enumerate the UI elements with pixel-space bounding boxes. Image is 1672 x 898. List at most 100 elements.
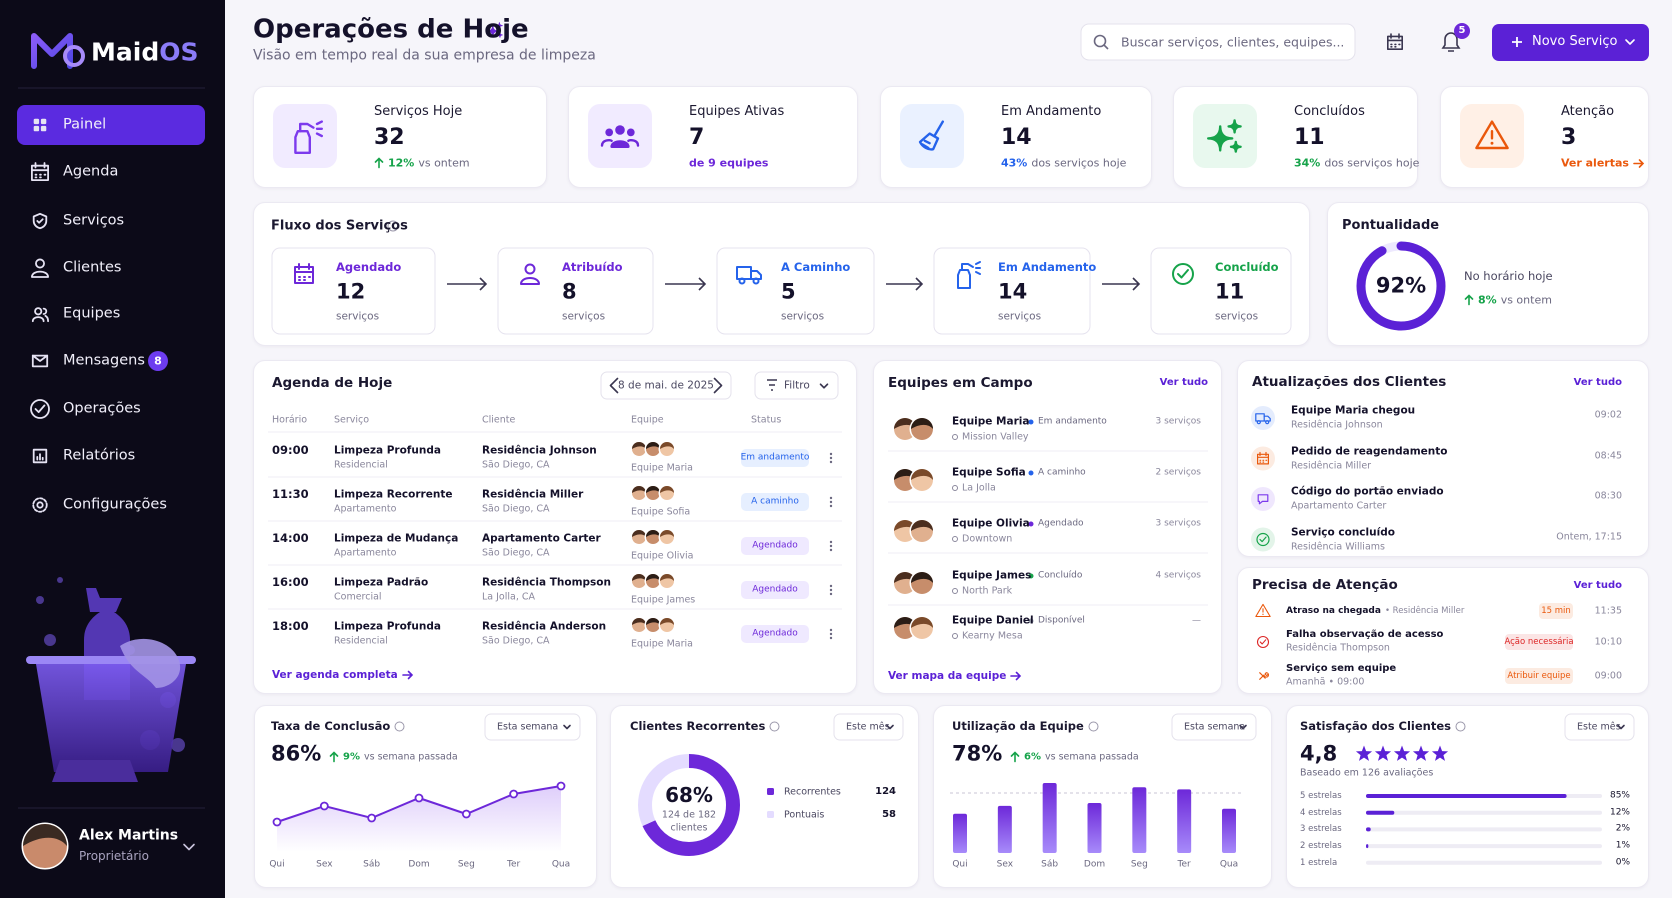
kpi-delta: 34% (1294, 156, 1321, 170)
punctuality-note: No horário hoje (1464, 269, 1553, 284)
update-title: Pedido de reagendamento (1291, 445, 1448, 458)
kpi-note-text: dos serviços hoje (1031, 156, 1127, 170)
team-status: Agendado (1038, 518, 1084, 529)
nav-item[interactable]: Mensagens (63, 352, 145, 369)
rating-row-label: 4 estrelas (1300, 807, 1342, 818)
nav-item[interactable]: Painel (63, 116, 107, 133)
client-location: São Diego, CA (482, 459, 550, 471)
x-tick-label: Ter (507, 859, 521, 870)
link: Ver agenda completa (272, 669, 398, 681)
kpi-note-text: de 9 equipes (689, 156, 769, 170)
flow-step-unit: serviços (1215, 310, 1259, 323)
link: Ver mapa da equipe (888, 670, 1007, 682)
link[interactable]: Ver tudo (1573, 377, 1622, 388)
attention-title: Atraso na chegada (1286, 606, 1381, 616)
team-status: Concluído (1038, 570, 1083, 581)
info-icon (1455, 721, 1466, 731)
attention-subtitle: Residência Thompson (1286, 642, 1390, 654)
kpi-note: 12% vs ontem (374, 157, 470, 170)
card-title: Satisfação dos Clientes (1300, 719, 1466, 733)
right-arrow-icon (1633, 158, 1645, 168)
filter-label[interactable]: Filtro (784, 379, 810, 392)
search-input[interactable]: Buscar serviços, clientes, equipes... (1121, 34, 1345, 50)
team-name: Equipe Olivia (952, 517, 1030, 530)
metric-delta: 9% vs semana passada (329, 751, 458, 763)
date-label[interactable]: 8 de mai. de 2025 (618, 379, 714, 392)
x-tick-label: Qua (551, 859, 571, 870)
nav-item[interactable]: Equipes (63, 305, 121, 322)
attention-title: Serviço sem equipe (1286, 663, 1397, 674)
nav-item[interactable]: Agenda (63, 163, 119, 180)
card-title: Satisfação dos Clientes (1300, 719, 1452, 733)
nav-item[interactable]: Clientes (63, 259, 122, 276)
card-title: Utilização da Equipe (952, 719, 1099, 733)
icon-path (1386, 35, 1404, 51)
column-header: Equipe (631, 414, 664, 426)
plus-icon (1512, 37, 1522, 47)
nav-item[interactable]: Serviços (63, 212, 125, 229)
page-title: Operações de Hoje (253, 14, 529, 45)
kpi-value: 11 (1294, 124, 1325, 150)
nav-item[interactable]: Configurações (63, 496, 167, 513)
service-type: Residencial (334, 459, 388, 471)
card-title: Clientes Recorrentes (630, 719, 766, 733)
attention-time: 11:35 (1594, 605, 1622, 617)
x-tick-label: Seg (1130, 859, 1148, 870)
new-service-button-label[interactable]: Novo Serviço (1532, 34, 1618, 50)
rating-note: Baseado em 126 avaliações (1300, 767, 1434, 779)
x-tick-label: Dom (408, 859, 430, 870)
info-icon (769, 721, 780, 731)
service-type: Residencial (334, 635, 388, 647)
update-title: Código do portão enviado (1291, 485, 1444, 498)
nav-item[interactable]: Relatórios (63, 447, 136, 464)
x-tick-label: Qua (1219, 859, 1239, 870)
period-label[interactable]: Esta semana (497, 721, 559, 733)
team-name: Equipe James (952, 569, 1032, 582)
period-label[interactable]: Este mês (1577, 721, 1621, 733)
status: Em andamento (740, 452, 810, 463)
legend-label: Pontuais (784, 809, 825, 821)
rating-row-label: 5 estrelas (1300, 790, 1342, 801)
link[interactable]: Ver tudo (1573, 580, 1622, 591)
tag-label: 15 min (1541, 605, 1571, 616)
icon-path (1386, 33, 1404, 42)
team-services: 3 serviços (1155, 416, 1201, 427)
attention-time: 10:10 (1594, 636, 1622, 648)
kpi-note: 34% dos serviços hoje (1294, 157, 1419, 170)
kpi-card (568, 86, 858, 188)
bell-icon (1441, 32, 1461, 52)
period-label[interactable]: Este mês (846, 721, 890, 733)
link[interactable]: Ver tudo (1159, 377, 1208, 388)
kpi-value: 14 (1001, 124, 1032, 150)
up-arrow-icon (1010, 751, 1020, 763)
time: 09:00 (272, 443, 309, 458)
client-location: La Jolla, CA (482, 591, 536, 603)
card-title: Equipes em Campo (888, 374, 1033, 391)
kpi-note: de 9 equipes (689, 157, 768, 170)
service-type: Apartamento (334, 547, 397, 559)
card-title: Utilização da Equipe (952, 719, 1084, 733)
up-arrow-icon (1464, 294, 1474, 306)
attention-card (1237, 567, 1649, 694)
client: Apartamento Carter (482, 532, 601, 545)
update-time: Ontem, 17:15 (1556, 530, 1622, 542)
service-type: Comercial (334, 591, 382, 603)
x-tick-label: Ter (1177, 859, 1191, 870)
brand-name: Maid (91, 37, 160, 67)
kpi-delta: 12% (388, 156, 415, 170)
agenda-footer: Ver agenda completa (272, 669, 414, 681)
tag-label: Ação necessária (1504, 636, 1574, 647)
flow-step-value: 14 (998, 279, 1028, 304)
update-time: 08:45 (1594, 449, 1622, 461)
punctuality-delta: 8% vs ontem (1464, 294, 1552, 307)
client-location: São Diego, CA (482, 635, 550, 647)
nav-item[interactable]: Operações (63, 400, 141, 417)
team-location: La Jolla (962, 482, 996, 494)
period-label[interactable]: Esta semana (1184, 721, 1246, 733)
chevron-icon (1625, 39, 1635, 45)
kpi-label: Concluídos (1294, 104, 1365, 120)
brand-suffix: OS (159, 37, 199, 67)
delta: 8% (1478, 293, 1497, 307)
x-tick-label: Dom (1083, 859, 1106, 870)
